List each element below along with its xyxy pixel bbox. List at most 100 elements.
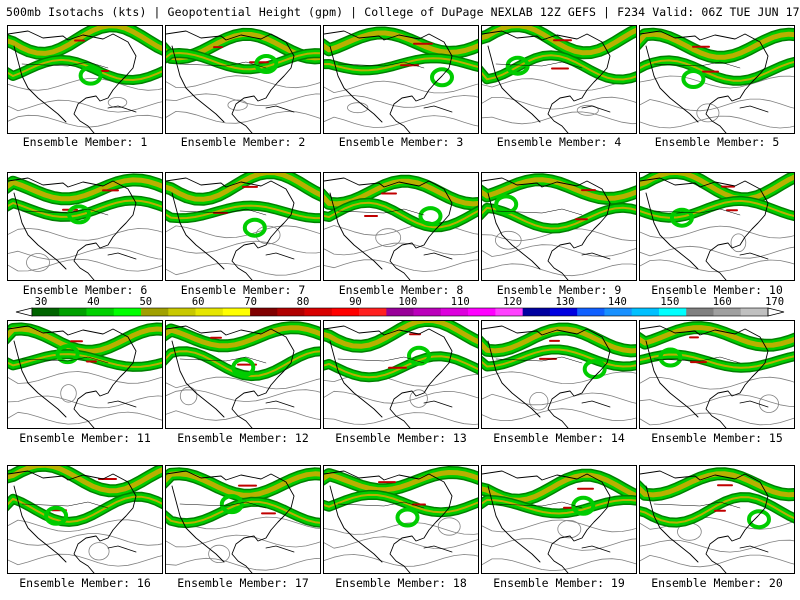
header-title: 500mb Isotachs (kts) | Geopotential Heig… bbox=[6, 5, 533, 19]
colorbar-swatch bbox=[686, 308, 714, 316]
colorbar-swatch bbox=[359, 308, 387, 316]
ensemble-member-label: Ensemble Member: 10 bbox=[651, 283, 783, 297]
height-contour bbox=[166, 225, 320, 239]
isotach-map bbox=[640, 173, 794, 280]
colorbar-arrow-left bbox=[15, 307, 33, 317]
colorbar-tick-label: 100 bbox=[398, 296, 418, 308]
coastline bbox=[423, 545, 453, 553]
height-contour bbox=[8, 553, 162, 567]
header-run-info: 12Z GEFS | F234 Valid: 06Z TUE JUN 17 20… bbox=[539, 5, 800, 19]
colorbar-swatch bbox=[468, 308, 496, 316]
height-contour bbox=[8, 411, 162, 425]
isotach-map bbox=[640, 321, 794, 428]
coastline bbox=[324, 30, 453, 133]
coastline bbox=[645, 192, 699, 270]
country-border bbox=[495, 61, 583, 69]
country-border bbox=[495, 208, 583, 216]
colorbar-swatch bbox=[195, 308, 224, 316]
isotach-map bbox=[324, 466, 478, 573]
colorbar-swatch bbox=[250, 308, 278, 316]
coastline bbox=[166, 30, 295, 133]
country-border bbox=[653, 208, 741, 216]
coastline bbox=[8, 30, 137, 133]
isotach-map bbox=[8, 26, 162, 133]
coastline bbox=[423, 400, 453, 408]
colorbar-tick-label: 40 bbox=[87, 296, 100, 308]
isotach-band bbox=[505, 55, 530, 76]
ensemble-map-panel bbox=[481, 465, 637, 574]
height-contour bbox=[640, 412, 794, 426]
country-border bbox=[21, 356, 109, 364]
ensemble-member-label: Ensemble Member: 17 bbox=[177, 576, 309, 590]
coastline bbox=[171, 45, 225, 123]
coastline bbox=[171, 485, 225, 563]
ensemble-member-label: Ensemble Member: 5 bbox=[654, 135, 780, 149]
isotach-band bbox=[430, 67, 454, 88]
coastline bbox=[645, 45, 699, 123]
coastline bbox=[581, 105, 611, 113]
colorbar-swatch bbox=[141, 308, 169, 316]
isotach-map bbox=[482, 173, 636, 280]
isotach-band bbox=[55, 344, 80, 365]
height-contour bbox=[529, 391, 549, 411]
isotach-band bbox=[407, 345, 431, 366]
height-contour bbox=[730, 233, 747, 253]
coastline bbox=[739, 105, 769, 113]
height-contour bbox=[324, 259, 478, 272]
isotach-map bbox=[8, 466, 162, 573]
height-contour bbox=[8, 228, 162, 241]
height-contour bbox=[482, 263, 636, 277]
colorbar-swatch bbox=[386, 308, 414, 316]
height-contour bbox=[8, 519, 162, 532]
country-border bbox=[179, 356, 267, 364]
isotach-band bbox=[640, 325, 794, 348]
height-contour bbox=[482, 371, 636, 384]
isotach-band bbox=[324, 30, 478, 55]
isotach-band bbox=[482, 498, 636, 515]
colorbar-tick-label: 90 bbox=[349, 296, 362, 308]
isotach-band bbox=[8, 326, 162, 354]
isotach-band bbox=[8, 177, 162, 202]
height-contour bbox=[640, 245, 794, 259]
isotach-map bbox=[640, 467, 794, 573]
ensemble-member-label: Ensemble Member: 9 bbox=[496, 283, 622, 297]
country-border bbox=[179, 208, 267, 216]
coastline bbox=[329, 485, 383, 563]
coastline bbox=[166, 325, 295, 428]
ensemble-map-panel bbox=[639, 25, 795, 134]
height-contour bbox=[26, 253, 50, 272]
header: 500mb Isotachs (kts) | Geopotential Heig… bbox=[6, 5, 800, 19]
colorbar-swatch bbox=[577, 308, 605, 316]
isotach-band bbox=[482, 177, 636, 201]
coastline bbox=[13, 45, 67, 123]
isotach-band bbox=[669, 207, 694, 228]
isotach-map bbox=[166, 467, 320, 573]
ensemble-map-panel bbox=[7, 25, 163, 134]
coastline bbox=[166, 177, 295, 280]
colorbar-outline bbox=[31, 307, 769, 317]
isotach-band bbox=[482, 348, 636, 368]
isotach-band bbox=[231, 357, 256, 378]
colorbar-swatch bbox=[604, 308, 632, 316]
coastline bbox=[265, 400, 295, 408]
colorbar-tick-label: 170 bbox=[765, 296, 785, 308]
colorbar-tick-label: 150 bbox=[660, 296, 680, 308]
isotach-band bbox=[324, 355, 478, 379]
colorbar-tick-label: 50 bbox=[139, 296, 153, 308]
height-contour bbox=[324, 95, 478, 108]
isotach-band bbox=[640, 353, 794, 369]
height-contour bbox=[640, 75, 794, 89]
colorbar-swatch bbox=[32, 308, 60, 316]
coastline bbox=[8, 470, 137, 573]
height-contour bbox=[227, 99, 248, 111]
isotach-map bbox=[482, 468, 636, 573]
colorbar: 30 40 50 60 70 80 90 100 110 120 130 140 150 160 170 bbox=[0, 296, 800, 320]
ensemble-member-label: Ensemble Member: 18 bbox=[335, 576, 467, 590]
height-contour bbox=[324, 80, 478, 94]
height-contour bbox=[8, 114, 162, 128]
ensemble-map-panel bbox=[639, 465, 795, 574]
height-contour bbox=[166, 240, 320, 254]
isotach-band bbox=[324, 201, 478, 229]
coastline bbox=[265, 105, 295, 113]
isotach-band bbox=[658, 347, 683, 368]
